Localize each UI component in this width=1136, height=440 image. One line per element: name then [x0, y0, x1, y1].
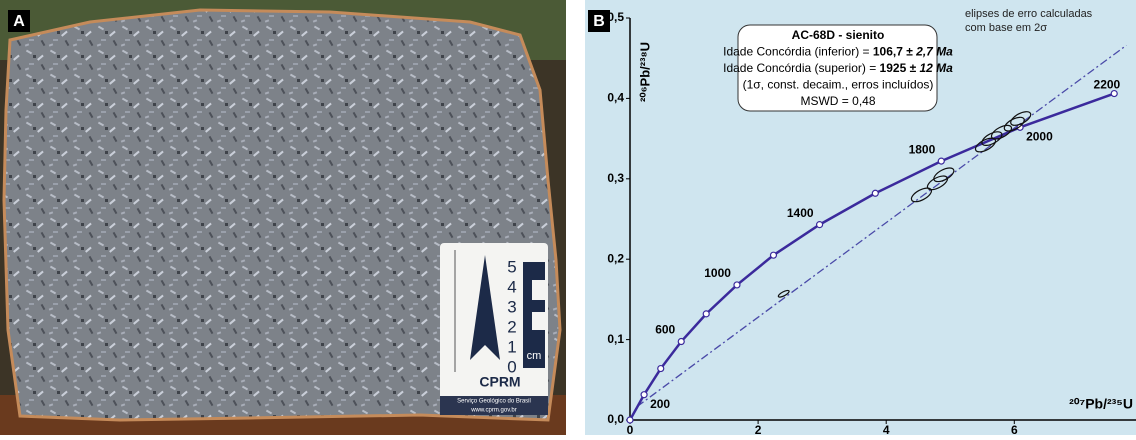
- y-tick-label: 0,2: [607, 251, 624, 265]
- age-point: [734, 282, 740, 288]
- figure: A B ²⁰⁷Pb/²³⁵U ²⁰⁶Pb/²³⁸U 543210cmCPRMSe…: [0, 0, 1136, 435]
- age-point: [938, 158, 944, 164]
- info-text: (1σ, const. decaim., erros incluídos): [743, 78, 934, 92]
- info-line: MSWD = 0,48: [800, 94, 875, 108]
- info-text: Idade Concórdia (superior) =: [723, 61, 879, 75]
- org-name: Serviço Geológico do Brasil: [457, 399, 531, 405]
- info-line: (1σ, const. decaim., erros incluídos): [743, 78, 934, 92]
- url: www.cprm.gov.br: [470, 408, 517, 414]
- panel-label: B: [593, 13, 605, 30]
- age-point: [770, 252, 776, 258]
- age-label: 2000: [1026, 130, 1053, 144]
- scale-digit: 3: [507, 297, 516, 316]
- info-text: 2,7 Ma: [915, 45, 953, 59]
- x-tick-label: 4: [883, 423, 890, 435]
- note: com base em 2σ: [965, 22, 1047, 34]
- x-tick-label: 2: [755, 423, 762, 435]
- age-point: [627, 417, 633, 423]
- note: elipses de erro calculadas: [965, 8, 1093, 20]
- x-axis-label: ²⁰⁷Pb/²³⁵U: [1069, 396, 1133, 412]
- y-tick-label: 0,0: [607, 412, 624, 426]
- info-text: Idade Concórdia (inferior) =: [723, 45, 873, 59]
- info-line: Idade Concórdia (inferior) = 106,7 ± 2,7…: [723, 45, 953, 59]
- age-label: 1400: [787, 206, 814, 220]
- y-tick-label: 0,4: [607, 91, 624, 105]
- age-point: [678, 339, 684, 345]
- age-point: [658, 366, 664, 372]
- age-point: [872, 190, 878, 196]
- age-label: 1000: [704, 266, 731, 280]
- age-label: 600: [655, 323, 675, 337]
- panel-label: A: [13, 13, 25, 30]
- scale-digit: 5: [507, 257, 516, 276]
- info-text: 1925 ±: [880, 61, 920, 75]
- scale-digit: 4: [507, 277, 516, 296]
- brand: CPRM: [479, 374, 520, 390]
- age-label: 200: [650, 397, 670, 411]
- x-tick-label: 6: [1011, 423, 1018, 435]
- y-tick-label: 0,1: [607, 332, 624, 346]
- page: A B ²⁰⁷Pb/²³⁵U ²⁰⁶Pb/²³⁸U 543210cmCPRMSe…: [0, 0, 1136, 440]
- info-text: AC-68D - sienito: [792, 28, 885, 42]
- scale-digit: 1: [507, 337, 516, 356]
- info-text: 106,7 ±: [873, 45, 916, 59]
- scale-digit: 2: [507, 317, 516, 336]
- age-point: [641, 392, 647, 398]
- y-tick-label: 0,3: [607, 171, 624, 185]
- info-line: Idade Concórdia (superior) = 1925 ± 12 M…: [723, 61, 953, 75]
- info-text: MSWD = 0,48: [800, 94, 875, 108]
- panel-a: A: [0, 0, 566, 435]
- age-point: [817, 222, 823, 228]
- info-text: 12 Ma: [920, 61, 954, 75]
- info-line: AC-68D - sienito: [792, 28, 885, 42]
- age-point: [703, 311, 709, 317]
- age-label: 2200: [1094, 78, 1121, 92]
- age-label: 1800: [909, 142, 936, 156]
- x-tick-label: 0: [627, 423, 634, 435]
- y-tick-label: 0,5: [607, 10, 624, 24]
- y-axis-label: ²⁰⁶Pb/²³⁸U: [637, 42, 652, 102]
- scale-unit: cm: [527, 350, 542, 362]
